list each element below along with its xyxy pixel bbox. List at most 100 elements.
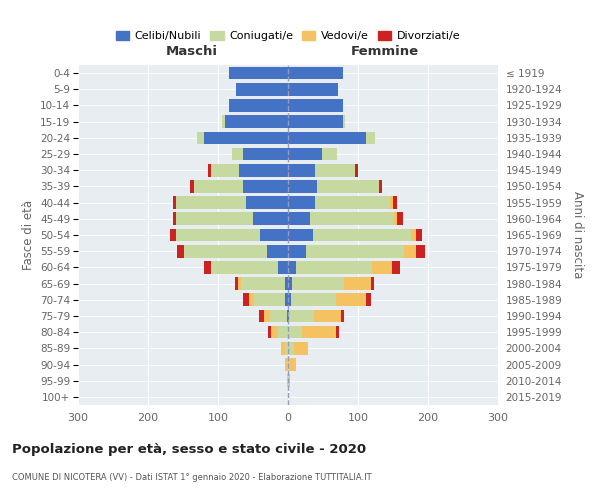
- Bar: [176, 196, 246, 209]
- Bar: [341, 310, 344, 322]
- Bar: [337, 294, 366, 306]
- Bar: [367, 132, 375, 144]
- Bar: [184, 245, 267, 258]
- Bar: [302, 326, 335, 338]
- Bar: [243, 294, 249, 306]
- Bar: [176, 228, 260, 241]
- Bar: [288, 310, 289, 322]
- Legend: Celibi/Nubili, Coniugati/e, Vedovi/e, Divorziati/e: Celibi/Nubili, Coniugati/e, Vedovi/e, Di…: [112, 26, 464, 46]
- Bar: [293, 342, 308, 354]
- Bar: [284, 342, 288, 354]
- Bar: [270, 310, 287, 322]
- Bar: [288, 245, 305, 258]
- Bar: [287, 374, 288, 387]
- Bar: [242, 180, 288, 192]
- Bar: [287, 358, 288, 371]
- Bar: [404, 245, 416, 258]
- Bar: [285, 358, 287, 371]
- Bar: [288, 228, 313, 241]
- Bar: [221, 116, 225, 128]
- Bar: [271, 326, 278, 338]
- Bar: [314, 196, 390, 209]
- Bar: [289, 310, 314, 322]
- Bar: [204, 261, 211, 274]
- Text: COMUNE DI NICOTERA (VV) - Dati ISTAT 1° gennaio 2020 - Elaborazione TUTTITALIA.I: COMUNE DI NICOTERA (VV) - Dati ISTAT 1° …: [12, 472, 371, 482]
- Bar: [288, 212, 310, 225]
- Bar: [310, 212, 394, 225]
- Bar: [197, 132, 204, 144]
- Bar: [313, 228, 410, 241]
- Bar: [246, 196, 288, 209]
- Bar: [193, 180, 242, 192]
- Bar: [288, 180, 317, 192]
- Bar: [173, 212, 176, 225]
- Bar: [229, 99, 288, 112]
- Bar: [281, 342, 284, 354]
- Bar: [264, 310, 270, 322]
- Bar: [253, 212, 288, 225]
- Bar: [410, 228, 416, 241]
- Bar: [322, 148, 337, 160]
- Bar: [268, 326, 271, 338]
- Bar: [267, 245, 288, 258]
- Bar: [296, 261, 372, 274]
- Bar: [235, 83, 288, 96]
- Bar: [288, 326, 302, 338]
- Bar: [229, 67, 288, 80]
- Bar: [235, 278, 238, 290]
- Bar: [238, 278, 241, 290]
- Bar: [290, 358, 296, 371]
- Bar: [190, 180, 193, 192]
- Bar: [392, 261, 400, 274]
- Bar: [288, 358, 290, 371]
- Bar: [314, 164, 355, 176]
- Bar: [314, 310, 341, 322]
- Bar: [225, 116, 288, 128]
- Bar: [379, 180, 382, 192]
- Bar: [178, 245, 184, 258]
- Bar: [372, 261, 392, 274]
- Bar: [278, 326, 288, 338]
- Bar: [249, 294, 254, 306]
- Text: Popolazione per età, sesso e stato civile - 2020: Popolazione per età, sesso e stato civil…: [12, 442, 366, 456]
- Bar: [259, 310, 264, 322]
- Bar: [241, 278, 284, 290]
- Bar: [288, 99, 343, 112]
- Bar: [397, 212, 403, 225]
- Bar: [288, 116, 343, 128]
- Text: Femmine: Femmine: [350, 45, 419, 58]
- Bar: [343, 116, 346, 128]
- Bar: [288, 278, 292, 290]
- Bar: [211, 164, 239, 176]
- Bar: [305, 245, 404, 258]
- Y-axis label: Anni di nascita: Anni di nascita: [571, 192, 584, 278]
- Y-axis label: Fasce di età: Fasce di età: [22, 200, 35, 270]
- Bar: [211, 261, 277, 274]
- Bar: [288, 67, 343, 80]
- Bar: [288, 294, 291, 306]
- Bar: [288, 261, 296, 274]
- Bar: [260, 228, 288, 241]
- Bar: [355, 164, 358, 176]
- Bar: [173, 196, 176, 209]
- Bar: [277, 261, 288, 274]
- Bar: [292, 278, 344, 290]
- Bar: [416, 245, 425, 258]
- Bar: [204, 132, 288, 144]
- Bar: [394, 212, 397, 225]
- Bar: [239, 164, 288, 176]
- Bar: [288, 132, 367, 144]
- Bar: [390, 196, 393, 209]
- Bar: [317, 180, 379, 192]
- Bar: [344, 278, 371, 290]
- Bar: [288, 83, 338, 96]
- Bar: [284, 294, 288, 306]
- Bar: [393, 196, 397, 209]
- Bar: [366, 294, 371, 306]
- Bar: [287, 310, 288, 322]
- Bar: [284, 278, 288, 290]
- Text: Maschi: Maschi: [166, 45, 217, 58]
- Bar: [288, 342, 293, 354]
- Bar: [208, 164, 211, 176]
- Bar: [232, 148, 242, 160]
